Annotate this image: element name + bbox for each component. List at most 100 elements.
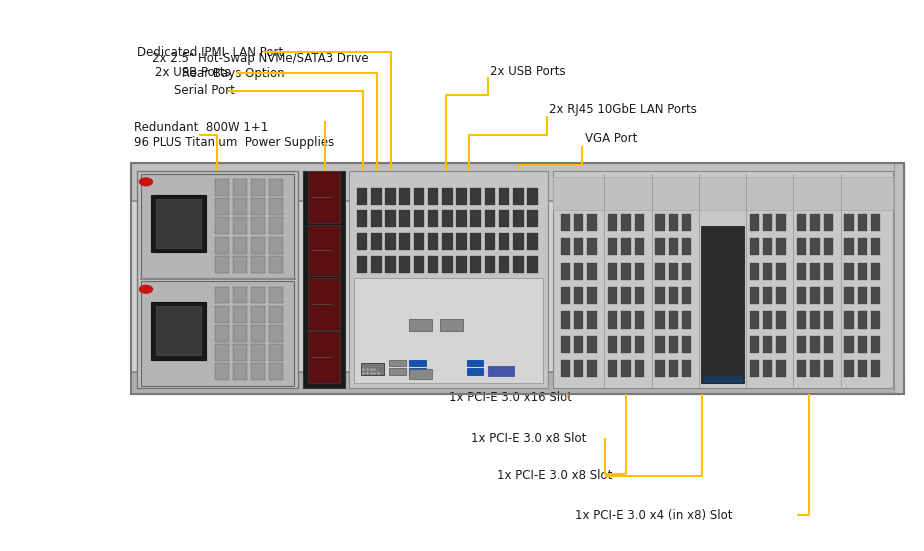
FancyBboxPatch shape xyxy=(823,336,833,353)
FancyBboxPatch shape xyxy=(776,311,785,328)
FancyBboxPatch shape xyxy=(233,287,247,304)
FancyBboxPatch shape xyxy=(635,262,644,280)
FancyBboxPatch shape xyxy=(574,336,583,353)
FancyBboxPatch shape xyxy=(655,311,664,328)
FancyBboxPatch shape xyxy=(470,210,481,228)
FancyBboxPatch shape xyxy=(233,344,247,361)
FancyBboxPatch shape xyxy=(871,360,881,377)
FancyBboxPatch shape xyxy=(655,360,664,377)
FancyBboxPatch shape xyxy=(622,214,631,231)
FancyBboxPatch shape xyxy=(561,214,570,231)
FancyBboxPatch shape xyxy=(655,238,664,255)
FancyBboxPatch shape xyxy=(561,238,570,255)
FancyBboxPatch shape xyxy=(528,188,538,205)
FancyBboxPatch shape xyxy=(250,179,265,196)
FancyBboxPatch shape xyxy=(484,256,495,273)
FancyBboxPatch shape xyxy=(635,214,644,231)
FancyBboxPatch shape xyxy=(428,188,438,205)
FancyBboxPatch shape xyxy=(269,344,283,361)
FancyBboxPatch shape xyxy=(845,214,854,231)
FancyBboxPatch shape xyxy=(763,189,772,206)
Text: 2x USB Ports: 2x USB Ports xyxy=(490,65,565,78)
FancyBboxPatch shape xyxy=(470,233,481,250)
FancyBboxPatch shape xyxy=(635,189,644,206)
FancyBboxPatch shape xyxy=(141,281,294,386)
FancyBboxPatch shape xyxy=(857,336,867,353)
FancyBboxPatch shape xyxy=(608,287,617,304)
FancyBboxPatch shape xyxy=(215,363,229,380)
FancyBboxPatch shape xyxy=(871,189,881,206)
FancyBboxPatch shape xyxy=(308,171,340,223)
FancyBboxPatch shape xyxy=(635,360,644,377)
FancyBboxPatch shape xyxy=(845,262,854,280)
FancyBboxPatch shape xyxy=(349,171,548,388)
FancyBboxPatch shape xyxy=(215,306,229,323)
FancyBboxPatch shape xyxy=(622,189,631,206)
FancyBboxPatch shape xyxy=(682,262,691,280)
FancyBboxPatch shape xyxy=(385,233,395,250)
FancyBboxPatch shape xyxy=(702,375,743,383)
Circle shape xyxy=(140,178,152,186)
FancyBboxPatch shape xyxy=(682,189,691,206)
FancyBboxPatch shape xyxy=(797,360,807,377)
FancyBboxPatch shape xyxy=(574,189,583,206)
FancyBboxPatch shape xyxy=(669,262,678,280)
FancyBboxPatch shape xyxy=(574,238,583,255)
FancyBboxPatch shape xyxy=(513,256,524,273)
FancyBboxPatch shape xyxy=(215,344,229,361)
FancyBboxPatch shape xyxy=(797,336,807,353)
FancyBboxPatch shape xyxy=(371,256,382,273)
FancyBboxPatch shape xyxy=(574,311,583,328)
FancyBboxPatch shape xyxy=(233,236,247,253)
FancyBboxPatch shape xyxy=(371,210,382,228)
FancyBboxPatch shape xyxy=(513,210,524,228)
FancyBboxPatch shape xyxy=(810,238,820,255)
Text: Redundant  800W 1+1
96 PLUS Titanium  Power Supplies: Redundant 800W 1+1 96 PLUS Titanium Powe… xyxy=(134,121,334,149)
FancyBboxPatch shape xyxy=(750,360,760,377)
FancyBboxPatch shape xyxy=(513,233,524,250)
FancyBboxPatch shape xyxy=(528,210,538,228)
Text: 2x USB Ports: 2x USB Ports xyxy=(155,66,231,79)
FancyBboxPatch shape xyxy=(669,287,678,304)
FancyBboxPatch shape xyxy=(233,363,247,380)
FancyBboxPatch shape xyxy=(561,287,570,304)
FancyBboxPatch shape xyxy=(308,278,340,329)
FancyBboxPatch shape xyxy=(682,311,691,328)
FancyBboxPatch shape xyxy=(682,238,691,255)
FancyBboxPatch shape xyxy=(467,360,483,366)
FancyBboxPatch shape xyxy=(588,287,597,304)
FancyBboxPatch shape xyxy=(857,262,867,280)
FancyBboxPatch shape xyxy=(409,360,426,366)
FancyBboxPatch shape xyxy=(810,262,820,280)
Circle shape xyxy=(140,285,152,293)
FancyBboxPatch shape xyxy=(409,368,426,375)
FancyBboxPatch shape xyxy=(308,225,340,277)
FancyBboxPatch shape xyxy=(669,360,678,377)
FancyBboxPatch shape xyxy=(871,287,881,304)
FancyBboxPatch shape xyxy=(371,233,382,250)
FancyBboxPatch shape xyxy=(776,214,785,231)
FancyBboxPatch shape xyxy=(682,336,691,353)
FancyBboxPatch shape xyxy=(823,287,833,304)
FancyBboxPatch shape xyxy=(233,179,247,196)
FancyBboxPatch shape xyxy=(561,262,570,280)
FancyBboxPatch shape xyxy=(871,214,881,231)
FancyBboxPatch shape xyxy=(574,287,583,304)
FancyBboxPatch shape xyxy=(215,256,229,273)
FancyBboxPatch shape xyxy=(269,179,283,196)
FancyBboxPatch shape xyxy=(269,198,283,215)
FancyBboxPatch shape xyxy=(215,218,229,234)
FancyBboxPatch shape xyxy=(810,311,820,328)
FancyBboxPatch shape xyxy=(269,325,283,342)
FancyBboxPatch shape xyxy=(250,306,265,323)
FancyBboxPatch shape xyxy=(608,360,617,377)
FancyBboxPatch shape xyxy=(588,311,597,328)
FancyBboxPatch shape xyxy=(561,360,570,377)
FancyBboxPatch shape xyxy=(776,287,785,304)
FancyBboxPatch shape xyxy=(233,306,247,323)
Text: 1x PCI-E 3.0 x8 Slot: 1x PCI-E 3.0 x8 Slot xyxy=(471,431,587,445)
Text: Serial Port: Serial Port xyxy=(174,84,235,98)
FancyBboxPatch shape xyxy=(215,287,229,304)
FancyBboxPatch shape xyxy=(857,311,867,328)
FancyBboxPatch shape xyxy=(682,287,691,304)
